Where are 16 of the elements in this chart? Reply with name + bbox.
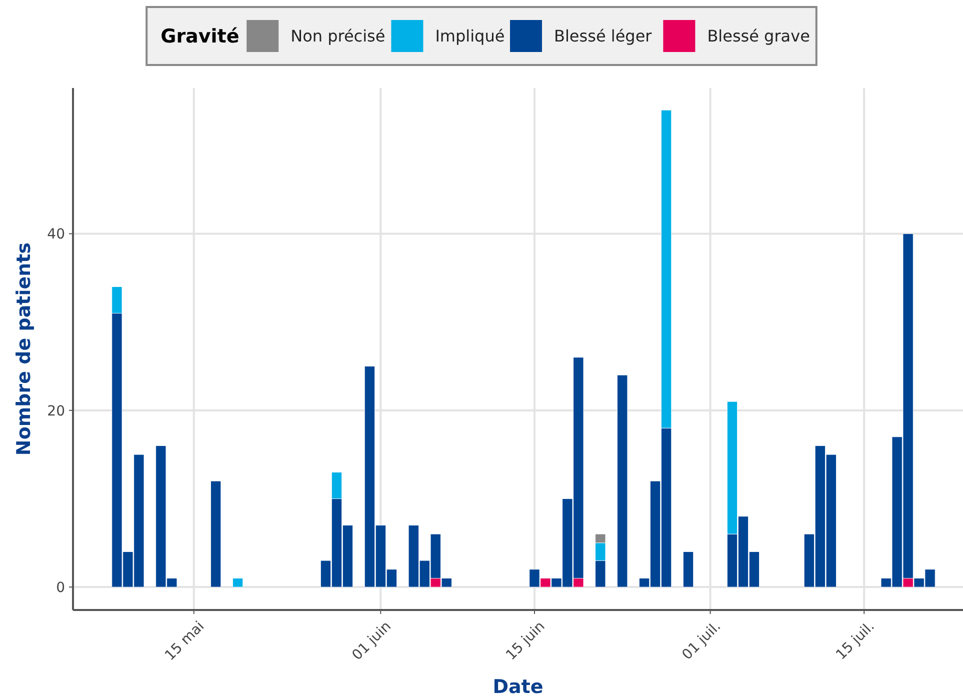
y-tick-label: 0 xyxy=(56,580,65,596)
legend-label: Impliqué xyxy=(435,26,505,46)
y-tick-label: 20 xyxy=(47,403,65,420)
bar xyxy=(683,552,694,588)
legend-label: Blessé grave xyxy=(707,26,810,46)
x-axis-title: Date xyxy=(492,676,544,697)
x-tick-label: 01 juil. xyxy=(679,618,724,664)
legend-label: Blessé léger xyxy=(554,26,652,46)
bar xyxy=(210,480,222,588)
y-axis-title: Nombre de patients xyxy=(13,242,35,456)
legend-title: Gravité xyxy=(160,26,240,48)
bar xyxy=(232,578,244,588)
bar xyxy=(617,374,628,588)
legend-label: Non précisé xyxy=(290,26,386,46)
x-tick-label: 15 juil. xyxy=(833,618,878,664)
y-tick-label: 40 xyxy=(47,226,65,243)
